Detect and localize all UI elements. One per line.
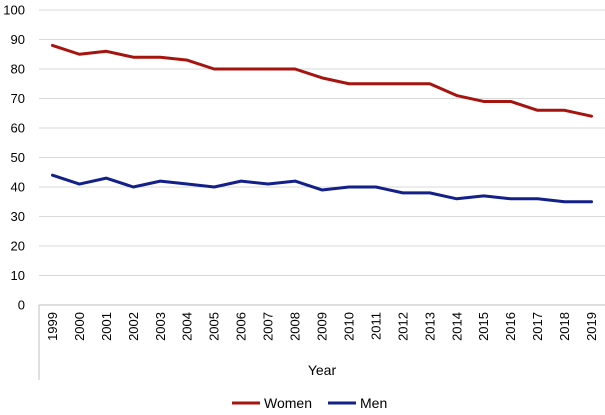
x-tick-label: 2001 [99, 312, 114, 341]
data-point-women [455, 94, 458, 97]
data-point-men [536, 197, 539, 200]
y-tick-label: 40 [11, 180, 25, 195]
data-point-women [428, 82, 432, 85]
data-point-men [347, 185, 351, 189]
data-point-women [78, 53, 81, 56]
x-axis: 1999 2000 2001 2002 2003 2004 2005 2006 2007 2008… [38, 304, 605, 380]
data-point-women [590, 115, 593, 118]
data-point-men [320, 188, 324, 192]
data-point-men [482, 194, 485, 198]
x-tick-label: 2019 [584, 312, 599, 341]
data-point-men [78, 182, 81, 186]
data-point-women [347, 82, 351, 85]
x-tick-label: 1999 [45, 312, 60, 341]
data-point-men [212, 185, 216, 189]
x-tick-label: 2014 [449, 312, 464, 341]
data-point-men [374, 185, 378, 189]
data-point-women [239, 67, 243, 71]
legend-label-men: Men [360, 395, 387, 411]
y-tick-label: 100 [3, 3, 25, 18]
data-point-men [51, 174, 54, 177]
x-tick-label: 2007 [261, 312, 276, 341]
x-tick-label: 2008 [288, 312, 303, 341]
data-point-women [212, 67, 216, 71]
data-point-women [293, 67, 297, 71]
legend-label-women: Women [264, 395, 312, 411]
data-point-men [105, 176, 108, 180]
x-tick-label: 2005 [207, 312, 222, 341]
y-tick-label: 0 [18, 298, 25, 313]
y-tick-label: 80 [11, 62, 25, 77]
x-axis-title: Year [308, 362, 337, 378]
y-tick-label: 90 [11, 32, 25, 47]
y-tick-label: 30 [11, 209, 25, 224]
data-point-women [320, 76, 324, 80]
x-tick-label: 2016 [503, 312, 518, 341]
x-tick-label: 2000 [72, 312, 87, 341]
legend-item-men: Men [328, 395, 387, 411]
data-point-men [590, 200, 593, 203]
y-tick-label: 20 [11, 239, 25, 254]
data-point-men [159, 179, 162, 183]
data-point-men [509, 197, 512, 200]
data-point-women [51, 44, 54, 47]
data-point-women [105, 50, 108, 53]
x-tick-label: 2012 [395, 312, 410, 341]
data-point-men [186, 182, 189, 186]
x-tick-label: 2004 [180, 312, 195, 341]
data-point-men [239, 179, 243, 183]
data-point-men [401, 191, 405, 195]
x-tick-label: 2015 [476, 312, 491, 341]
y-tick-label: 70 [11, 91, 25, 106]
x-tick-label: 2006 [234, 312, 249, 341]
data-point-women [159, 56, 162, 59]
data-point-men [132, 185, 135, 189]
data-point-women [482, 100, 485, 103]
x-tick-label: 2010 [341, 312, 356, 341]
legend: Women Men [232, 395, 387, 411]
data-point-women [132, 56, 135, 59]
data-point-men [266, 182, 270, 186]
data-point-men [563, 200, 566, 203]
data-point-women [563, 109, 566, 112]
legend-item-women: Women [232, 395, 312, 411]
x-tick-label: 2017 [530, 312, 545, 341]
data-point-women [374, 82, 378, 85]
x-tick-label: 2011 [368, 312, 383, 340]
x-tick-label: 2009 [315, 312, 330, 341]
series-lines [50, 43, 594, 204]
data-point-men [455, 197, 458, 200]
x-tick-label: 2013 [422, 312, 437, 341]
x-tick-label: 2003 [153, 312, 168, 341]
gridlines [39, 9, 605, 276]
y-tick-label: 10 [11, 268, 25, 283]
data-point-women [266, 67, 270, 71]
data-point-women [509, 100, 512, 103]
y-tick-label: 60 [11, 121, 25, 136]
y-axis-ticks: 0 10 20 30 40 50 60 70 80 90 100 [3, 3, 25, 313]
data-point-women [401, 82, 405, 85]
data-point-men [428, 191, 432, 195]
x-tick-label: 2018 [557, 312, 572, 341]
x-tick-label: 2002 [126, 312, 141, 341]
data-point-women [536, 109, 539, 112]
y-tick-label: 50 [11, 150, 25, 165]
data-point-men [293, 179, 297, 183]
data-point-women [186, 58, 189, 62]
